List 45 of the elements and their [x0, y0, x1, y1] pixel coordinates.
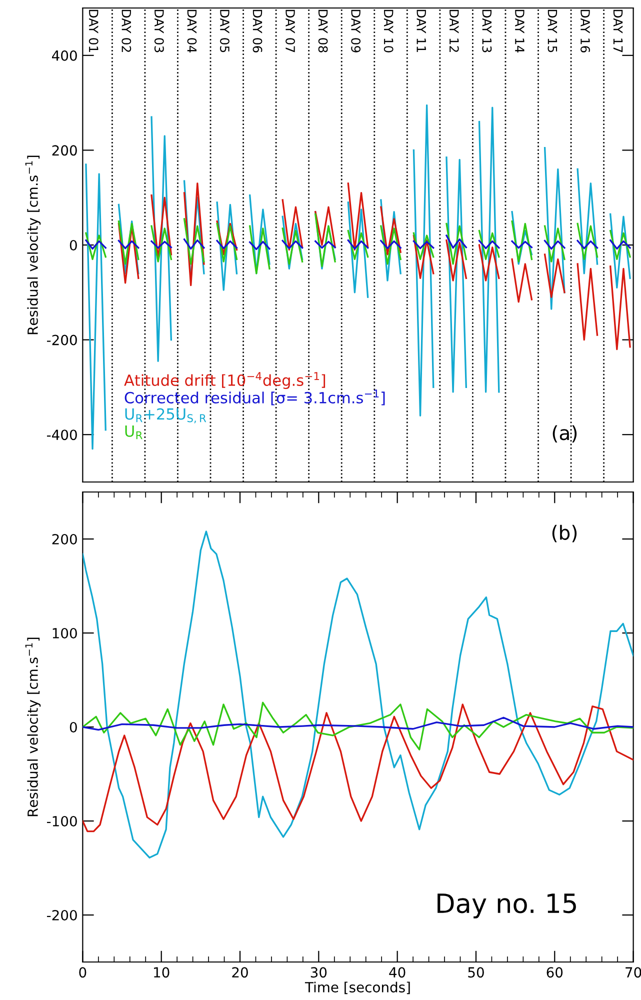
x-tick-label: 50	[468, 967, 484, 978]
y-tick-label: -200	[46, 910, 77, 920]
x-axis-title: Time [seconds]	[304, 982, 410, 994]
x-tick-label: 40	[389, 967, 406, 978]
x-tick-label: DAY 16	[580, 10, 590, 52]
x-tick-label: 60	[546, 967, 563, 978]
x-tick-label: DAY 02	[122, 10, 132, 52]
y-tick-label: 200	[52, 145, 77, 156]
x-tick-label: DAY 12	[450, 10, 459, 52]
x-tick-label: DAY 01	[88, 10, 98, 52]
y-tick-label: -200	[46, 334, 77, 346]
x-tick-label: DAY 15	[548, 10, 558, 52]
x-tick-label: DAY 04	[187, 10, 197, 52]
text: Corrected residual [σ= 3.1cm.s$^{−1}$]	[124, 390, 385, 406]
x-tick-label: 10	[154, 967, 170, 978]
annotation: (b)	[552, 524, 577, 542]
x-tick-label: DAY 13	[482, 10, 492, 52]
x-tick-label: DAY 10	[384, 10, 394, 52]
x-tick-label: DAY 09	[351, 10, 361, 52]
x-tick-label: 20	[232, 967, 248, 978]
x-tick-label: DAY 05	[220, 10, 230, 52]
annotation: (a)	[552, 425, 577, 443]
text: U$_{R}$	[125, 425, 142, 440]
x-tick-label: DAY 06	[252, 10, 262, 52]
y-axis-title: Residual velocity [cm.s$^{−1}$]	[25, 638, 41, 816]
y-tick-label: -400	[46, 430, 77, 440]
x-tick-label: DAY 14	[515, 10, 524, 52]
y-tick-label: -100	[46, 816, 77, 826]
x-tick-label: DAY 03	[154, 10, 164, 52]
text: Atitude drift [10$^{−4}$deg.s$^{−1}$]	[124, 372, 326, 389]
annotation: Day no. 15	[438, 894, 576, 918]
x-tick-label: DAY 08	[318, 10, 328, 52]
x-tick-label: 0	[79, 967, 86, 978]
y-tick-label: 100	[52, 628, 77, 638]
y-tick-label: 0	[70, 722, 77, 732]
x-tick-label: DAY 07	[286, 10, 295, 52]
x-tick-label: 30	[310, 967, 327, 978]
x-tick-label: 70	[626, 967, 641, 978]
x-tick-label: DAY 17	[613, 10, 623, 52]
x-tick-label: DAY 11	[416, 10, 426, 52]
y-axis-title: Residual velocity [cm.s$^{−1}$]	[25, 156, 41, 334]
y-tick-label: 200	[52, 534, 77, 544]
y-tick-label: 400	[52, 50, 77, 61]
series-label: U$_{R}$+25U$_{S,R}$	[125, 408, 206, 424]
y-tick-label: 0	[70, 240, 77, 250]
